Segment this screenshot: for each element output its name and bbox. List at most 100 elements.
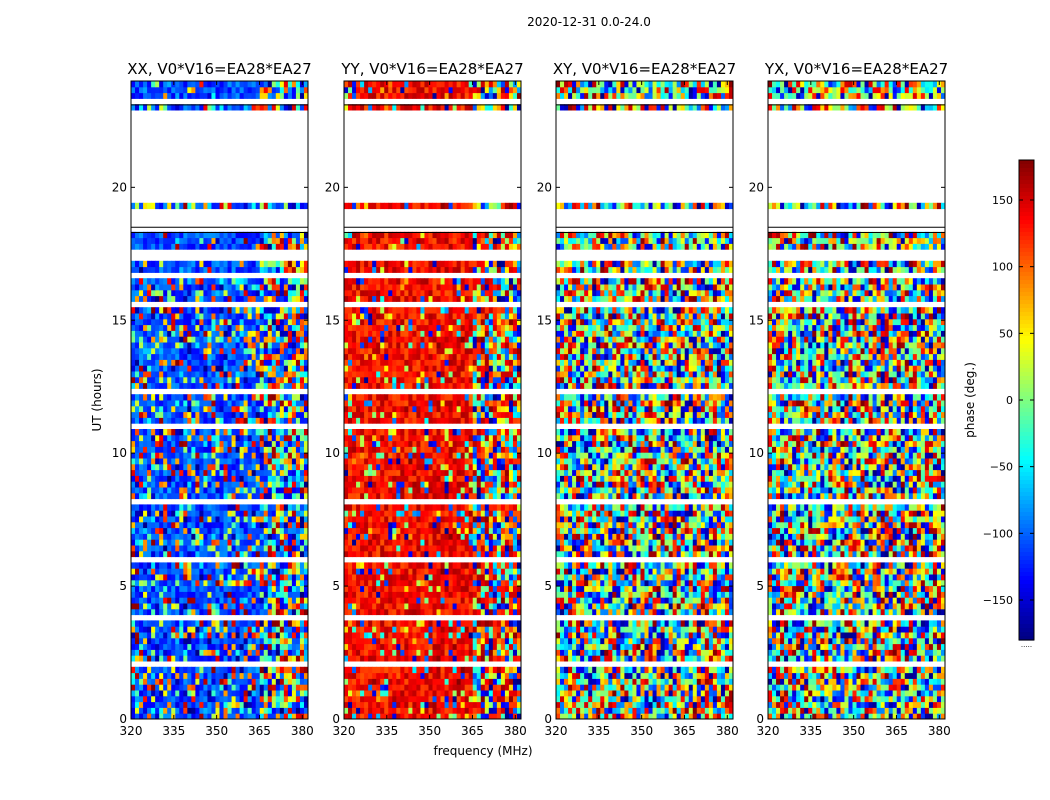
heatmap-cell: [147, 713, 152, 719]
heatmap-cell: [155, 376, 160, 384]
heatmap-cell: [239, 86, 245, 94]
heatmap-cell: [295, 440, 301, 447]
heatmap-cell: [247, 637, 253, 645]
heatmap-cell: [135, 579, 140, 587]
heatmap-cell: [167, 104, 172, 111]
heatmap-cell: [275, 690, 281, 697]
heatmap-cell: [163, 202, 168, 210]
heatmap-cell: [295, 278, 301, 285]
heatmap-cell: [167, 550, 172, 558]
heatmap-cell: [452, 649, 458, 656]
heatmap-cell: [231, 376, 236, 384]
heatmap-cell: [167, 359, 172, 366]
heatmap-cell: [508, 608, 514, 616]
heatmap-cell: [452, 591, 458, 598]
heatmap-cell: [147, 394, 152, 401]
heatmap-cell: [251, 521, 257, 529]
heatmap-cell: [163, 237, 168, 244]
heatmap-cell: [215, 666, 220, 674]
heatmap-cell: [223, 429, 228, 436]
heatmap-cell: [235, 295, 241, 302]
heatmap-cell: [464, 695, 470, 703]
heatmap-cell: [440, 690, 445, 697]
heatmap-cell: [251, 243, 257, 250]
heatmap-cell: [299, 637, 305, 645]
heatmap-cell: [207, 539, 212, 546]
heatmap-cell: [279, 550, 285, 558]
heatmap-cell: [476, 666, 482, 674]
heatmap-cell: [476, 608, 482, 616]
heatmap-cell: [223, 202, 228, 210]
heatmap-cell: [283, 550, 289, 558]
heatmap-cell: [207, 266, 212, 273]
heatmap-cell: [159, 550, 164, 558]
heatmap-cell: [428, 545, 433, 552]
heatmap-cell: [163, 632, 168, 639]
heatmap-cell: [492, 626, 498, 633]
heatmap-cell: [356, 597, 361, 604]
heatmap-cell: [384, 690, 389, 697]
heatmap-cell: [432, 533, 437, 540]
heatmap-cell: [263, 481, 269, 488]
heatmap-cell: [492, 713, 498, 719]
heatmap-cell: [187, 92, 192, 99]
heatmap-cell: [271, 237, 277, 244]
heatmap-cell: [143, 86, 148, 94]
heatmap-cell: [263, 574, 269, 581]
heatmap-cell: [295, 545, 301, 552]
heatmap-cell: [251, 86, 257, 94]
heatmap-cell: [440, 626, 445, 633]
heatmap-cell: [239, 545, 245, 552]
heatmap-cell: [151, 237, 156, 244]
heatmap-cell: [516, 510, 521, 517]
heatmap-cell: [287, 86, 293, 94]
heatmap-cell: [203, 568, 208, 575]
heatmap-cell: [428, 701, 433, 708]
heatmap-cell: [464, 597, 470, 604]
heatmap-cell: [480, 597, 486, 604]
heatmap-cell: [384, 545, 389, 552]
heatmap-cell: [468, 579, 474, 587]
heatmap-cell: [243, 637, 249, 645]
heatmap-cell: [400, 591, 405, 598]
heatmap-cell: [464, 626, 470, 633]
heatmap-cell: [508, 568, 514, 575]
heatmap-cell: [436, 568, 441, 575]
heatmap-cell: [163, 458, 168, 465]
heatmap-cell: [283, 104, 289, 111]
heatmap-cell: [239, 104, 245, 111]
heatmap-cell: [135, 591, 140, 598]
heatmap-cell: [271, 313, 277, 320]
heatmap-cell: [171, 324, 176, 331]
heatmap-cell: [263, 81, 269, 88]
heatmap-cell: [207, 521, 212, 529]
heatmap-cell: [432, 655, 437, 662]
heatmap-cell: [271, 585, 277, 592]
heatmap-cell: [412, 684, 417, 691]
heatmap-cell: [251, 481, 257, 488]
heatmap-cell: [356, 678, 361, 685]
heatmap-cell: [247, 394, 253, 401]
heatmap-cell: [167, 608, 172, 616]
heatmap-cell: [275, 382, 281, 389]
heatmap-cell: [143, 342, 148, 349]
heatmap-cell: [428, 510, 433, 517]
heatmap-cell: [163, 690, 168, 697]
heatmap-cell: [207, 400, 212, 407]
heatmap-cell: [211, 434, 216, 442]
heatmap-cell: [468, 533, 474, 540]
heatmap-cell: [275, 313, 281, 320]
heatmap-cell: [440, 568, 445, 575]
heatmap-cell: [448, 516, 454, 523]
heatmap-cell: [432, 597, 437, 604]
heatmap-cell: [488, 516, 494, 523]
heatmap-cell: [223, 672, 228, 679]
heatmap-cell: [147, 603, 152, 610]
heatmap-cell: [384, 579, 389, 587]
heatmap-cell: [460, 637, 466, 645]
heatmap-cell: [179, 626, 184, 633]
heatmap-cell: [195, 92, 200, 99]
heatmap-cell: [203, 342, 208, 349]
heatmap-cell: [480, 585, 486, 592]
heatmap-cell: [199, 417, 204, 424]
